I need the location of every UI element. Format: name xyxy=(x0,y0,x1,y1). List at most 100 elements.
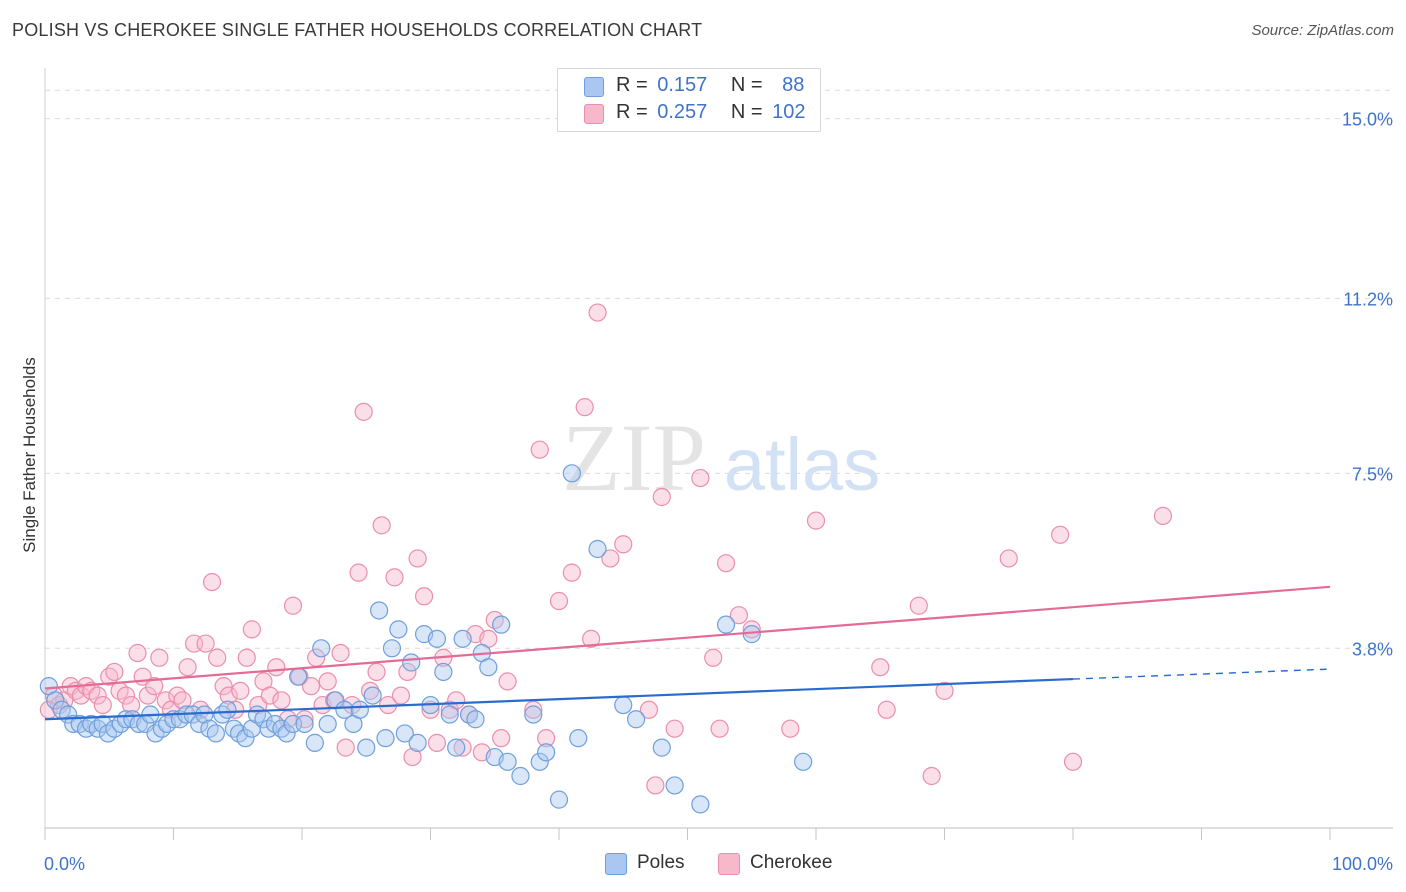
poles-point xyxy=(665,776,684,795)
cherokee-point xyxy=(260,686,279,705)
poles-point xyxy=(363,686,382,705)
poles-trend-extension xyxy=(1072,668,1331,680)
cherokee-point xyxy=(150,648,169,667)
cherokee-point xyxy=(318,672,337,691)
cherokee-point xyxy=(301,677,321,696)
cherokee-r-value: 0.257 xyxy=(657,101,708,123)
poles-r-value: 0.157 xyxy=(657,74,708,96)
poles-point xyxy=(389,620,408,639)
x-tick-label-max: 100.0% xyxy=(1332,854,1393,874)
poles-n-value: 88 xyxy=(782,74,805,96)
legend: R = 0.157 N = 88 R = 0.257 N = 102 xyxy=(557,68,821,132)
cherokee-point xyxy=(331,643,350,663)
poles-point xyxy=(335,700,354,719)
cherokee-point xyxy=(1153,506,1173,525)
watermark-zip: ZIP xyxy=(562,404,706,511)
cherokee-point xyxy=(242,620,261,639)
cherokee-point xyxy=(575,398,594,417)
cherokee-point xyxy=(93,695,112,715)
watermark: ZIP atlas xyxy=(562,404,880,511)
cherokee-point xyxy=(999,549,1018,568)
poles-point xyxy=(195,705,214,724)
trend-lines xyxy=(44,585,1331,721)
poles-points xyxy=(39,464,813,814)
cherokee-point xyxy=(582,629,601,648)
cherokee-point xyxy=(173,691,192,710)
cherokee-point xyxy=(498,672,517,691)
cherokee-point xyxy=(105,662,124,682)
cherokee-point xyxy=(601,549,620,568)
cherokee-point xyxy=(665,719,684,738)
cherokee-point xyxy=(208,648,227,667)
cherokee-point xyxy=(145,677,164,696)
cherokee-point xyxy=(1051,525,1070,544)
cherokee-point xyxy=(427,733,447,752)
cherokee-point xyxy=(414,587,434,606)
cherokee-point xyxy=(729,606,749,625)
cherokee-point xyxy=(295,710,314,729)
poles-point xyxy=(289,667,308,686)
cherokee-point xyxy=(267,658,286,677)
poles-point xyxy=(370,601,389,620)
cherokee-point xyxy=(1063,752,1083,771)
cherokee-point xyxy=(372,516,391,535)
cherokee-point xyxy=(367,662,386,682)
cherokee-point xyxy=(652,487,671,507)
cherokee-point xyxy=(196,634,215,653)
cherokee-point xyxy=(385,568,404,587)
y-tick-label: 15.0% xyxy=(1342,110,1393,130)
poles-point xyxy=(93,714,112,734)
cherokee-point xyxy=(283,596,303,615)
poles-point xyxy=(376,729,395,748)
poles-point xyxy=(218,700,237,719)
poles-point xyxy=(318,714,337,734)
cherokee-point xyxy=(398,662,417,682)
cherokee-point xyxy=(614,535,633,554)
cherokee-point xyxy=(646,776,665,795)
poles-point xyxy=(312,639,331,658)
cherokee-point xyxy=(639,700,659,719)
poles-point xyxy=(350,700,369,719)
bottom-cherokee-swatch xyxy=(718,853,740,875)
axes xyxy=(44,68,1393,840)
cherokee-point xyxy=(537,729,556,748)
poles-r-label: R = xyxy=(616,74,648,96)
cherokee-n-value: 102 xyxy=(772,101,806,123)
cherokee-point xyxy=(138,686,157,705)
poles-point xyxy=(408,733,427,752)
cherokee-point xyxy=(716,554,736,573)
cherokee-point xyxy=(909,596,928,615)
poles-point xyxy=(277,724,296,743)
cherokee-point xyxy=(391,686,411,705)
poles-point xyxy=(716,615,736,634)
poles-point xyxy=(511,766,530,786)
poles-point xyxy=(537,743,556,762)
cherokee-point xyxy=(588,303,607,322)
cherokee-point xyxy=(361,681,380,700)
poles-point xyxy=(530,752,549,771)
cherokee-point xyxy=(202,572,222,592)
poles-point xyxy=(395,724,414,743)
poles-point xyxy=(447,738,466,757)
cherokee-point xyxy=(453,738,472,757)
cherokee-point xyxy=(440,700,459,719)
cherokee-point xyxy=(524,700,543,719)
poles-point xyxy=(524,705,543,724)
cherokee-point xyxy=(128,643,147,663)
cherokee-point xyxy=(354,402,373,421)
poles-point xyxy=(652,738,671,757)
y-tick-label: 7.5% xyxy=(1352,464,1393,484)
cherokee-point xyxy=(691,468,710,488)
x-ticks xyxy=(44,828,1331,840)
cherokee-point xyxy=(781,719,800,738)
legend-poles-text: R = 0.157 N = 88 xyxy=(616,74,804,97)
cherokee-point xyxy=(935,681,954,700)
poles-point xyxy=(305,733,324,752)
cherokee-point xyxy=(121,695,141,715)
y-tick-labels: 3.8% 7.5% 11.2% 15.0% xyxy=(1342,110,1393,660)
cherokee-point xyxy=(704,648,723,667)
poles-point xyxy=(588,539,607,559)
bottom-poles-label: Poles xyxy=(637,852,685,873)
cherokee-point xyxy=(871,658,890,677)
